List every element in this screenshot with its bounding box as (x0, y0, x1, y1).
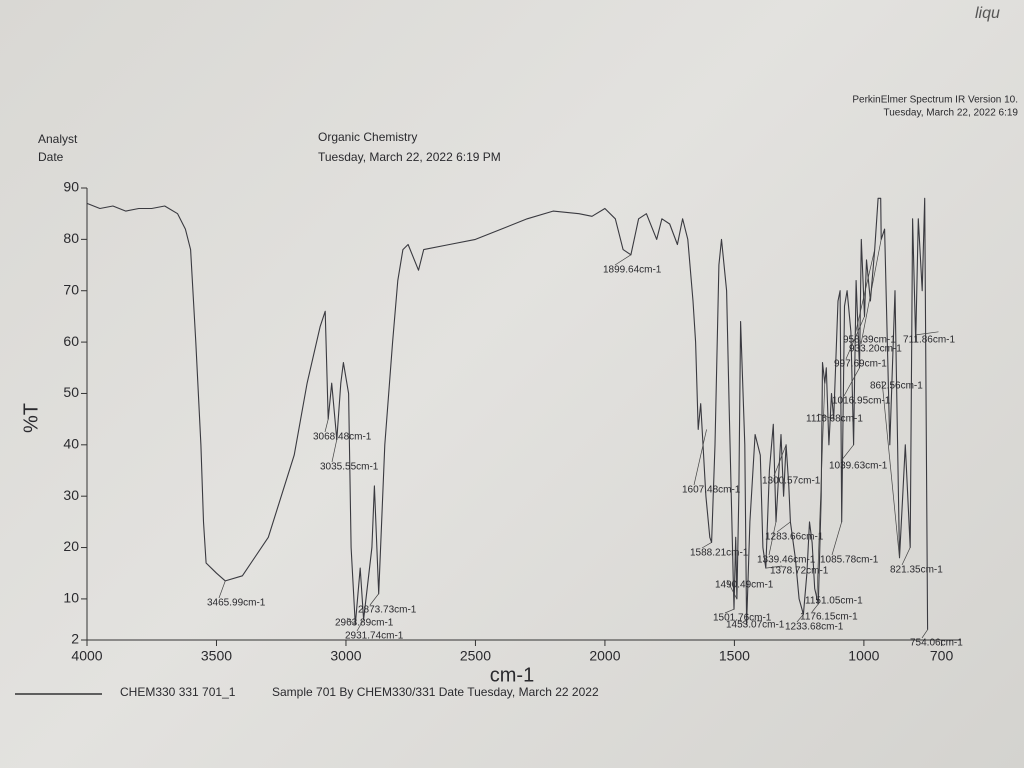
y-tick-label: 10 (63, 590, 79, 606)
x-tick-label: 2500 (460, 648, 491, 664)
x-tick-label: 700 (930, 648, 954, 664)
annotation-leader (843, 367, 860, 397)
annotation-leader (776, 521, 791, 533)
y-tick-label: 40 (63, 436, 79, 452)
annotation-leader (346, 617, 356, 625)
annotation-label: 2963.89cm-1 (335, 618, 394, 629)
annotation-leader (854, 249, 876, 336)
annotation-label: 1501.76cm-1 (713, 613, 772, 624)
annotation-leader (845, 316, 865, 360)
annotation-label: 1453.07cm-1 (726, 620, 785, 631)
annotation-leader (921, 629, 928, 639)
annotation-label: 1899.64cm-1 (603, 265, 662, 276)
course-name: Organic Chemistry (318, 130, 417, 144)
x-tick-label: 3500 (201, 648, 232, 664)
x-tick-label: 3000 (330, 648, 361, 664)
annotation-leader (765, 565, 783, 569)
y-axis-label: %T (20, 403, 42, 433)
annotation-leader (356, 619, 364, 632)
annotation-leader (831, 521, 843, 556)
annotation-label: 997.69cm-1 (834, 359, 887, 370)
annotation-label: 862.56cm-1 (870, 381, 923, 392)
annotation-label: 1116.68cm-1 (806, 414, 863, 425)
annotation-leader (881, 380, 900, 558)
annotation-label: 1607.48cm-1 (682, 485, 741, 496)
x-axis-label: cm-1 (490, 664, 534, 686)
annotation-leader (218, 580, 226, 599)
annotation-label: 3068.48cm-1 (313, 432, 372, 443)
date-label: Date (38, 150, 64, 164)
annotation-label: 1151.05cm-1 (805, 596, 863, 607)
software-timestamp: Tuesday, March 22, 2022 6:19 (883, 108, 1018, 119)
annotation-label: 1490.49cm-1 (715, 580, 774, 591)
annotation-label: 1039.63cm-1 (829, 461, 888, 472)
annotation-leader (331, 439, 338, 463)
y-tick-label: 90 (63, 179, 79, 195)
annotation-label: 933.20cm-1 (849, 344, 902, 355)
annotation-label: 3035.55cm-1 (320, 462, 379, 473)
annotation-leader (860, 239, 882, 345)
y-tick-label: 20 (63, 538, 79, 554)
annotation-leader (773, 444, 787, 477)
annotation-label: 1378.72cm-1 (770, 566, 829, 577)
annotation-label: 1283.66cm-1 (765, 532, 824, 543)
annotation-leader (816, 383, 826, 597)
y-tick-label: 30 (63, 487, 79, 503)
annotation-label: 958.39cm-1 (843, 335, 896, 346)
annotation-leader (324, 419, 329, 433)
annotation-label: 711.86cm-1 (903, 335, 956, 346)
annotation-label: 1300.57cm-1 (762, 476, 821, 487)
annotation-leader (701, 542, 712, 549)
legend-entry: CHEM330 331 701_1 (120, 685, 236, 699)
annotation-leader (768, 521, 777, 556)
annotation-leader (811, 603, 819, 613)
annotation-label: 1588.21cm-1 (690, 548, 749, 559)
annotation-leader (796, 614, 804, 623)
y-tick-label: 80 (63, 230, 79, 246)
software-name: PerkinElmer Spectrum IR Version 10. (852, 95, 1018, 106)
x-tick-label: 1000 (848, 648, 879, 664)
annotation-leader (817, 413, 834, 420)
annotation-leader (724, 608, 735, 614)
annotation-label: 1016.95cm-1 (832, 396, 891, 407)
annotation-label: 1176.15cm-1 (800, 612, 858, 623)
y-tick-label: 60 (63, 333, 79, 349)
annotation-label: 3465.99cm-1 (207, 598, 266, 609)
analyst-label: Analyst (38, 132, 78, 146)
x-tick-label: 2000 (589, 648, 620, 664)
y-tick-label: 70 (63, 281, 79, 297)
y-tick-label: 2 (71, 631, 79, 647)
annotation-leader (840, 444, 854, 462)
annotation-leader (693, 429, 707, 486)
handwriting: liqu (975, 5, 1000, 22)
x-tick-label: 4000 (71, 648, 102, 664)
annotation-leader (369, 593, 379, 606)
y-tick-label: 50 (63, 384, 79, 400)
sample-description: Sample 701 By CHEM330/331 Date Tuesday, … (272, 685, 599, 699)
annotation-label: 2931.74cm-1 (345, 631, 404, 642)
annotation-leader (737, 619, 747, 625)
x-tick-label: 1500 (719, 648, 750, 664)
annotation-label: 1233.68cm-1 (785, 622, 844, 633)
annotation-label: 754.06cm-1 (910, 638, 963, 649)
annotation-label: 821.35cm-1 (890, 565, 943, 576)
annotation-leader (901, 547, 911, 566)
annotation-leader (914, 331, 939, 336)
annotation-label: 2873.73cm-1 (358, 605, 417, 616)
annotation-leader (614, 254, 632, 266)
annotation-label: 1085.78cm-1 (820, 555, 879, 566)
annotation-label: 1339.46cm-1 (757, 555, 816, 566)
annotation-leader (726, 579, 738, 600)
timestamp: Tuesday, March 22, 2022 6:19 PM (318, 150, 501, 164)
